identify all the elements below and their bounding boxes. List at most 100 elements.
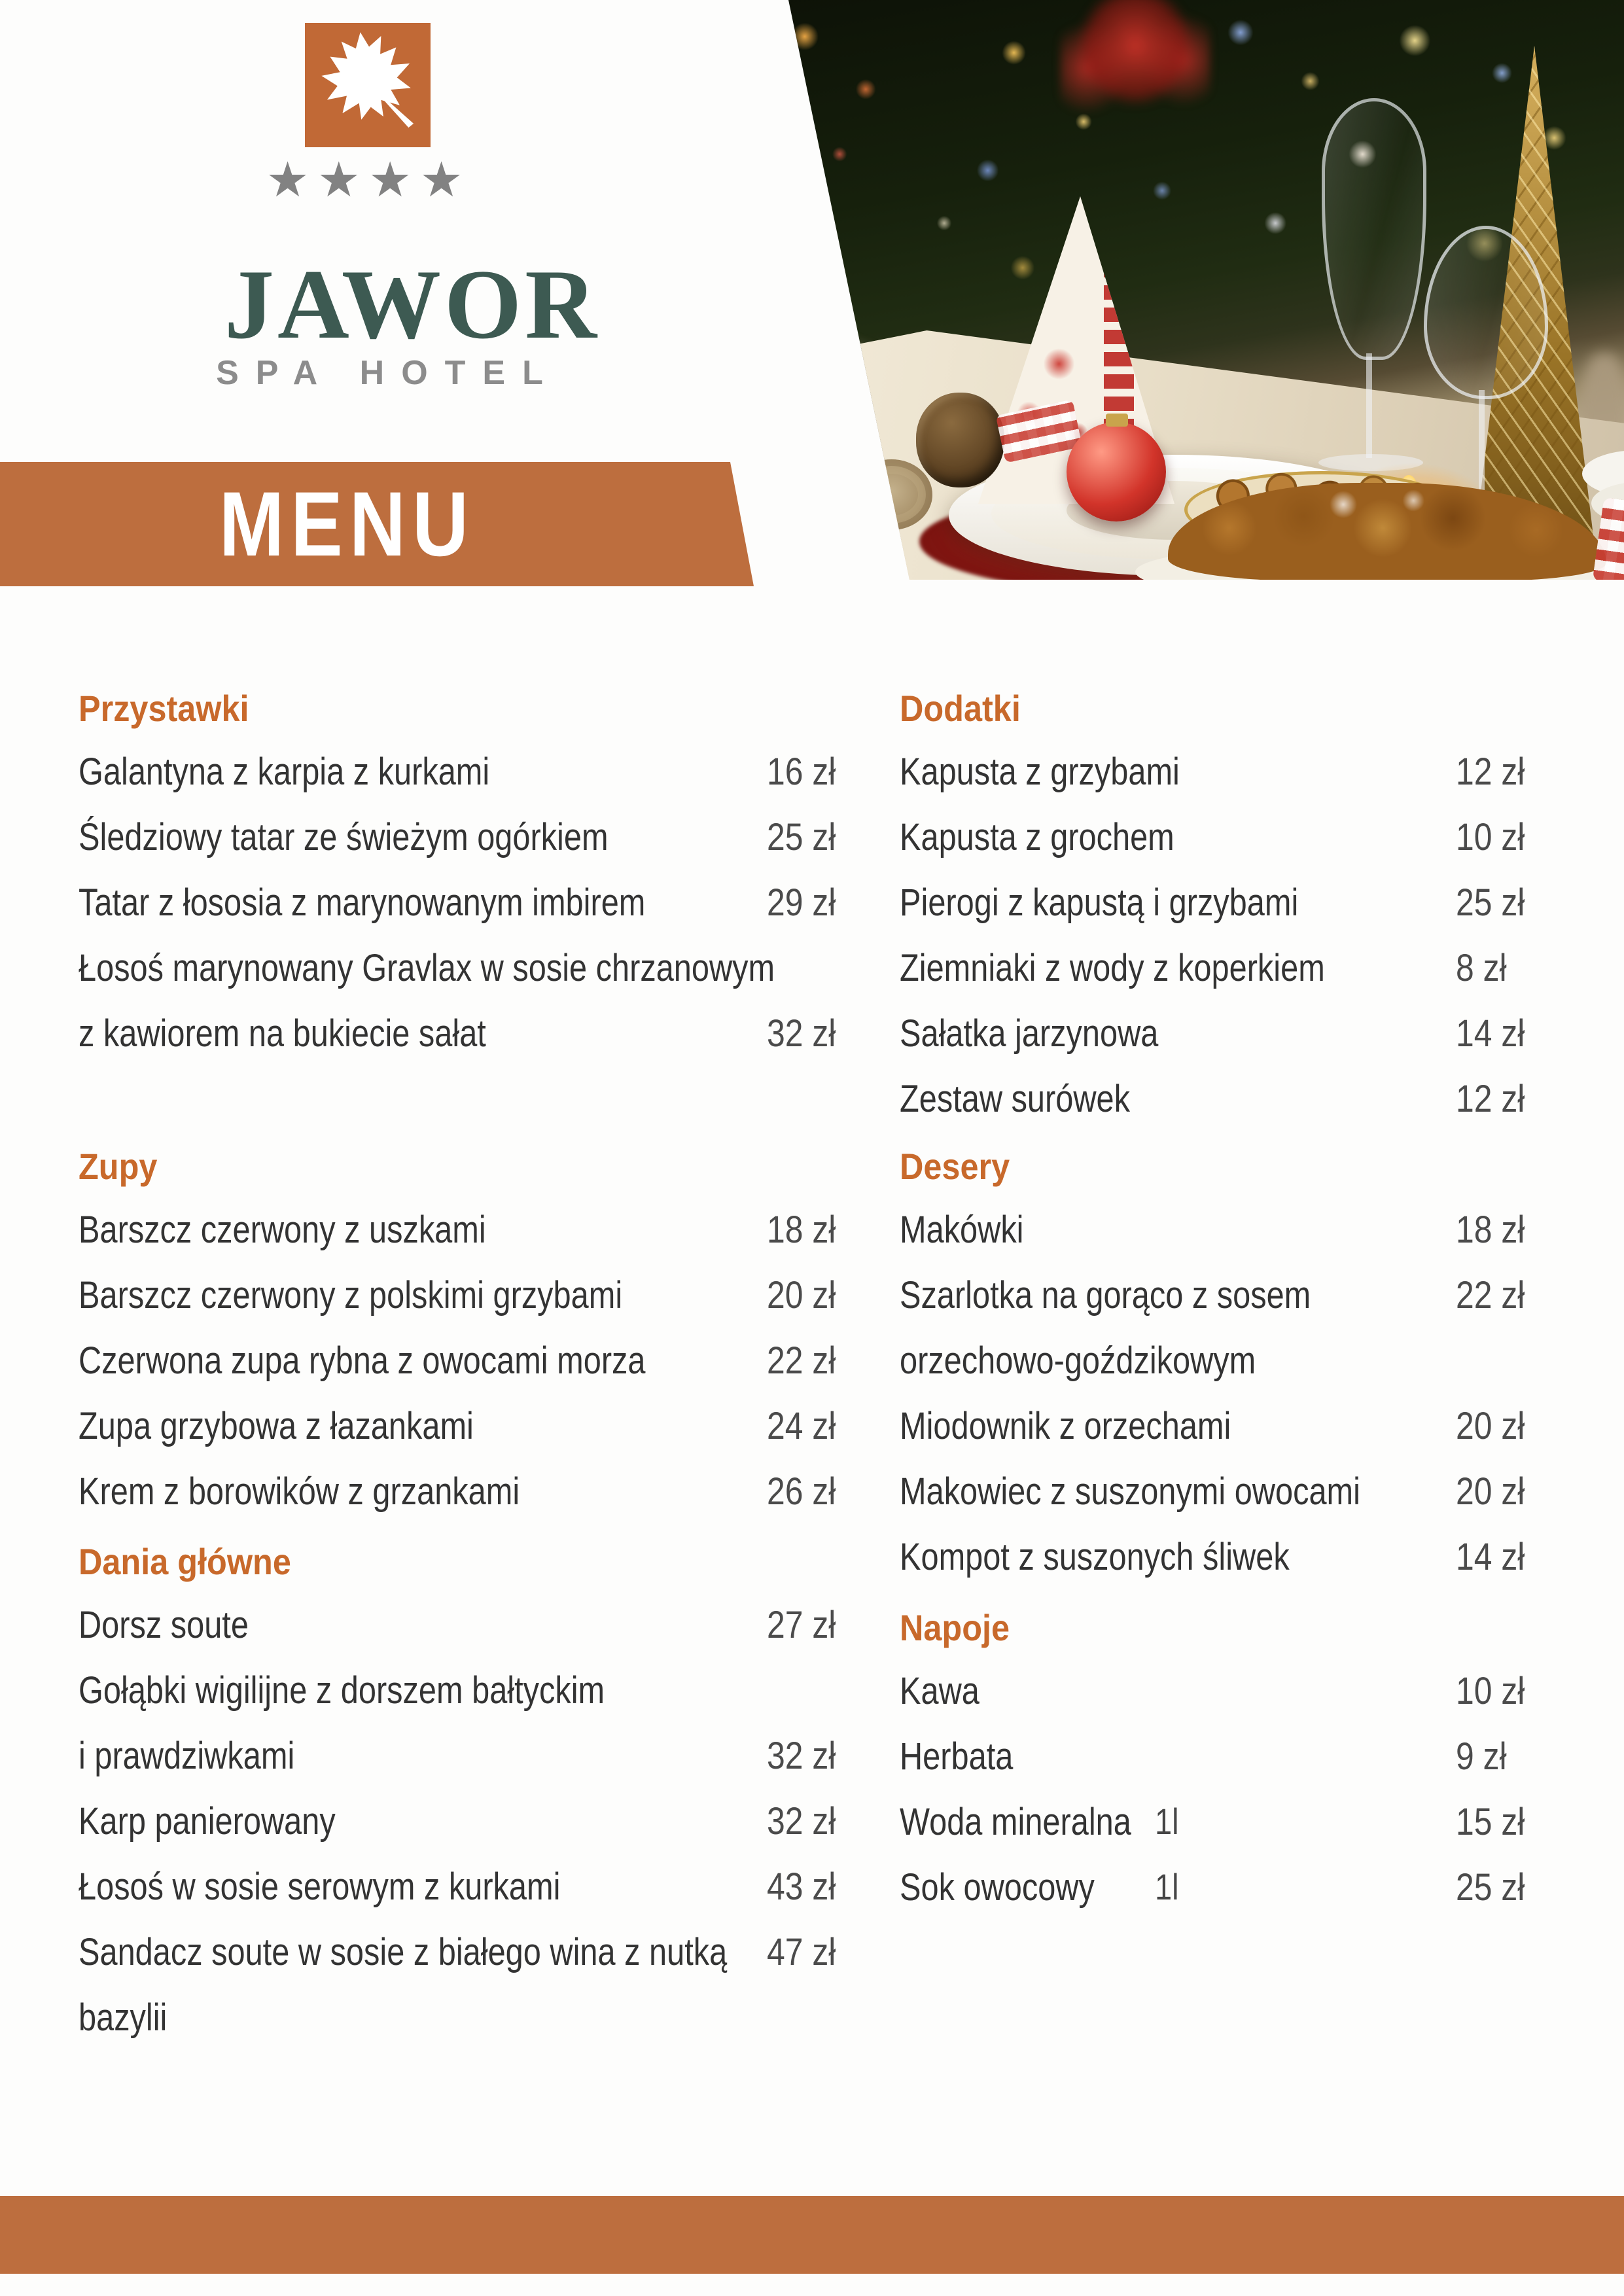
item-name: Barszcz czerwony z uszkami	[79, 1209, 486, 1251]
item-price: 47 zł	[767, 1931, 836, 1973]
item-name: Śledziowy tatar ze świeżym ogórkiem	[79, 816, 609, 858]
item-name: i prawdziwkami	[79, 1735, 295, 1777]
item-name: Gołąbki wigilijne z dorszem bałtyckim	[79, 1669, 605, 1712]
menu-section: Dania główne Dorsz soute 27 zł Gołąbki wigi…	[79, 1540, 877, 2057]
section-title: Desery	[900, 1146, 1010, 1187]
item-price: 32 zł	[767, 1800, 836, 1843]
menu-item-row: Kompot z suszonych śliwek 14 zł	[900, 1531, 1619, 1597]
item-name: Karp panierowany	[79, 1800, 336, 1843]
menu-item-row: Dorsz soute 27 zł	[79, 1599, 877, 1665]
item-price: 20 zł	[767, 1274, 836, 1316]
item-name: Kapusta z grzybami	[900, 751, 1180, 793]
menu-item-row: Ziemniaki z wody z koperkiem 8 zł	[900, 942, 1619, 1008]
menu-item-row: z kawiorem na bukiecie sałat 32 zł	[79, 1008, 877, 1073]
item-price: 24 zł	[767, 1405, 836, 1447]
item-price: 32 zł	[767, 1012, 836, 1055]
section-title: Zupy	[79, 1146, 158, 1187]
menu-item-row: Zupa grzybowa z łazankami 24 zł	[79, 1400, 877, 1466]
menu-item-row: Barszcz czerwony z polskimi grzybami 20 z…	[79, 1269, 877, 1335]
menu-item-row: Makówki 18 zł	[900, 1204, 1619, 1269]
menu-section: Desery Makówki 18 zł Szarlotka na gorąco z …	[900, 1145, 1619, 1597]
red-bauble	[1067, 422, 1166, 521]
star-rating: ★★★★	[266, 152, 471, 208]
champagne-glass	[1322, 98, 1426, 360]
section-title: Napoje	[900, 1607, 1010, 1648]
item-price: 14 zł	[1456, 1536, 1525, 1578]
item-name: Galantyna z karpia z kurkami	[79, 751, 490, 793]
menu-item-row: Kapusta z grzybami 12 zł	[900, 746, 1619, 811]
menu-section: Napoje Kawa 10 zł Herbata 9 zł Woda mineralna…	[900, 1606, 1619, 1927]
item-price: 14 zł	[1456, 1012, 1525, 1055]
christmas-table-photo	[788, 0, 1624, 580]
item-price: 12 zł	[1456, 1078, 1525, 1120]
item-price: 25 zł	[1456, 881, 1525, 924]
item-name: Makowiec z suszonymi owocami	[900, 1470, 1360, 1513]
menu-item-row: Gołąbki wigilijne z dorszem bałtyckim	[79, 1665, 877, 1730]
menu-item-row: bazylii	[79, 1992, 877, 2057]
bauble-cap	[1106, 414, 1128, 427]
menu-item-row: Galantyna z karpia z kurkami 16 zł	[79, 746, 877, 811]
item-price: 25 zł	[767, 816, 836, 858]
menu-item-row: Barszcz czerwony z uszkami 18 zł	[79, 1204, 877, 1269]
menu-item-row: Krem z borowików z grzankami 26 zł	[79, 1466, 877, 1531]
section-title: Dodatki	[900, 688, 1021, 729]
item-price: 26 zł	[767, 1470, 836, 1513]
menu-item-row: Sandacz soute w sosie z białego wina z n…	[79, 1926, 877, 1992]
menu-item-row: Pierogi z kapustą i grzybami 25 zł	[900, 877, 1619, 942]
item-name: Kawa	[900, 1670, 980, 1712]
item-name: Sok owocowy	[900, 1866, 1095, 1909]
menu-item-row: Kapusta z grochem 10 zł	[900, 811, 1619, 877]
item-name: orzechowo-goździkowym	[900, 1339, 1256, 1382]
item-name: Szarlotka na gorąco z sosem	[900, 1274, 1311, 1316]
section-title: Przystawki	[79, 688, 249, 729]
red-bow-decoration	[1060, 0, 1210, 118]
item-name: Kapusta z grochem	[900, 816, 1174, 858]
champagne-glass-stem	[1366, 353, 1372, 458]
hotel-subtitle: SPA HOTEL	[216, 354, 560, 392]
menu-item-row: Miodownik z orzechami 20 zł	[900, 1400, 1619, 1466]
item-price: 25 zł	[1456, 1866, 1525, 1909]
item-name: Łosoś marynowany Gravlax w sosie chrzano…	[79, 947, 775, 989]
menu-item-row: Sok owocowy 1l 25 zł	[900, 1862, 1619, 1927]
item-price: 9 zł	[1456, 1735, 1507, 1778]
menu-item-row: Karp panierowany 32 zł	[79, 1795, 877, 1861]
item-name: Sandacz soute w sosie z białego wina z n…	[79, 1931, 728, 1973]
item-price: 12 zł	[1456, 751, 1525, 793]
item-price: 15 zł	[1456, 1801, 1525, 1843]
menu-item-row: Zestaw surówek 12 zł	[900, 1073, 1619, 1139]
menu-item-row: Herbata 9 zł	[900, 1731, 1619, 1796]
item-price: 18 zł	[767, 1209, 836, 1251]
menu-banner: MENU	[0, 462, 754, 586]
menu-item-row: Kawa 10 zł	[900, 1665, 1619, 1731]
menu-section: Przystawki Galantyna z karpia z kurkami 16…	[79, 687, 877, 1073]
pinecone	[916, 393, 1004, 487]
item-name: z kawiorem na bukiecie sałat	[79, 1012, 486, 1055]
menu-item-row: Woda mineralna 1l 15 zł	[900, 1796, 1619, 1862]
footer-bar	[0, 2196, 1624, 2274]
item-name: Herbata	[900, 1735, 1014, 1778]
menu-item-row: Makowiec z suszonymi owocami 20 zł	[900, 1466, 1619, 1531]
item-name: Zestaw surówek	[900, 1078, 1130, 1120]
maple-leaf-icon	[321, 32, 414, 128]
item-name: Miodownik z orzechami	[900, 1405, 1231, 1447]
menu-item-row: orzechowo-goździkowym	[900, 1335, 1619, 1400]
menu-item-row: Sałatka jarzynowa 14 zł	[900, 1008, 1619, 1073]
item-price: 20 zł	[1456, 1470, 1525, 1513]
menu-item-row: Śledziowy tatar ze świeżym ogórkiem 25 zł	[79, 811, 877, 877]
menu-item-row: Tatar z łososia z marynowanym imbirem 29 …	[79, 877, 877, 942]
item-price: 29 zł	[767, 881, 836, 924]
menu-item-row: i prawdziwkami 32 zł	[79, 1730, 877, 1795]
item-price: 10 zł	[1456, 1670, 1525, 1712]
item-name: Zupa grzybowa z łazankami	[79, 1405, 474, 1447]
item-price: 22 zł	[1456, 1274, 1525, 1316]
item-unit: 1l	[1155, 1866, 1179, 1907]
item-name: Pierogi z kapustą i grzybami	[900, 881, 1299, 924]
menu-banner-title: MENU	[219, 472, 476, 575]
item-name: Ziemniaki z wody z koperkiem	[900, 947, 1325, 989]
item-name: Kompot z suszonych śliwek	[900, 1536, 1290, 1578]
item-name: Czerwona zupa rybna z owocami morza	[79, 1339, 646, 1382]
item-name: Krem z borowików z grzankami	[79, 1470, 520, 1513]
item-price: 27 zł	[767, 1604, 836, 1646]
wine-glass-stem	[1479, 390, 1485, 544]
item-name: Sałatka jarzynowa	[900, 1012, 1159, 1055]
